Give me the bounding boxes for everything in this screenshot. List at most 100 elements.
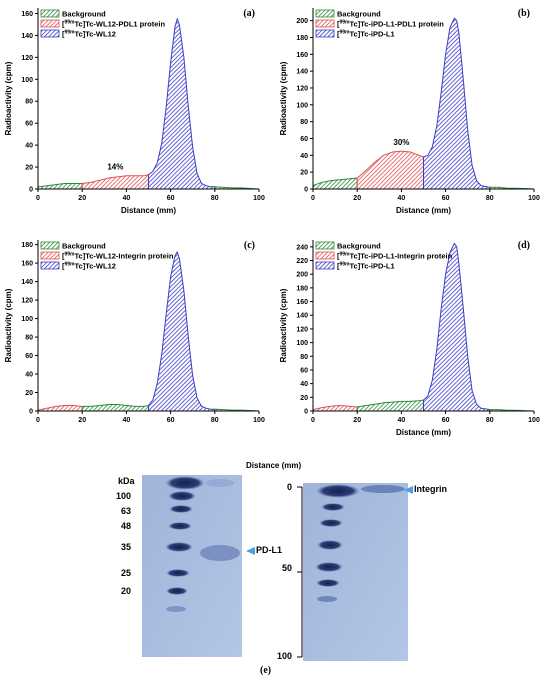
marker-label: 100 [116, 491, 132, 501]
integrin-label: Integrin [414, 484, 447, 494]
y-tick-label: 60 [25, 353, 33, 360]
pdl1-blot-image [142, 475, 242, 657]
legend-swatch [315, 241, 335, 250]
y-tick-label: 80 [25, 99, 33, 106]
y-tick-label: 40 [300, 153, 308, 160]
x-tick-label: 40 [123, 195, 131, 202]
legend-entry: [99mTc]Tc-WL12-PDL1 protein [62, 20, 165, 29]
legend-entry: [99mTc]Tc-iPD-L1 [337, 262, 395, 271]
x-tick-label: 100 [528, 417, 540, 424]
marker-band [317, 596, 337, 602]
legend-swatch [315, 261, 335, 270]
marker-band [165, 476, 205, 490]
y-axis-title: Radioactivity (cpm) [4, 288, 13, 362]
y-axis-title: Radioactivity (cpm) [4, 61, 13, 135]
area-region [312, 177, 358, 190]
y-tick-label: 140 [21, 33, 33, 40]
blot-membrane [142, 475, 242, 657]
y-tick-label: 0 [29, 187, 33, 194]
marker-band [317, 540, 343, 550]
y-tick-label: 100 [296, 340, 308, 347]
x-tick-label: 20 [353, 417, 361, 424]
y-tick-label: 0 [304, 187, 308, 194]
x-tick-label: 60 [167, 417, 175, 424]
legend-entry: [99mTc]Tc-iPD-L1-Integrin protein [337, 252, 453, 261]
area-region [423, 17, 491, 190]
y-tick-label: 20 [25, 390, 33, 397]
x-tick-label: 40 [123, 417, 131, 424]
legend-entry: [99mTc]Tc-WL12 [62, 30, 116, 39]
y-tick-label: 180 [296, 285, 308, 292]
pdl1-band [200, 545, 240, 561]
percent-annotation: 14% [107, 162, 123, 171]
panel-tag: (b) [518, 8, 530, 19]
area-region [37, 183, 83, 190]
x-tick-label: 60 [167, 195, 175, 202]
x-tick-label: 40 [398, 195, 406, 202]
y-tick-label: 0 [29, 409, 33, 416]
marker-band [321, 503, 345, 511]
distance-tick-label: 50 [282, 563, 293, 573]
legend-swatch [40, 9, 60, 18]
x-axis-title: Distance (mm) [396, 206, 451, 215]
x-tick-label: 0 [311, 195, 315, 202]
legend-swatch [315, 251, 335, 260]
smear [206, 479, 234, 487]
x-tick-label: 80 [211, 195, 219, 202]
area-region [148, 17, 216, 190]
marker-band [165, 542, 193, 552]
blot-distance-title: Distance (mm) [246, 461, 302, 470]
y-tick-label: 40 [25, 372, 33, 379]
x-tick-label: 80 [486, 195, 494, 202]
y-tick-label: 160 [21, 11, 33, 18]
marker-label: 20 [121, 586, 132, 596]
x-axis-title: Distance (mm) [121, 206, 176, 215]
y-tick-label: 160 [296, 52, 308, 59]
legend-entry: [99mTc]Tc-WL12 [62, 262, 116, 271]
legend-swatch [40, 29, 60, 38]
distance-axis [297, 486, 303, 658]
legend-swatch [40, 19, 60, 28]
y-tick-label: 60 [300, 136, 308, 143]
x-tick-label: 0 [311, 417, 315, 424]
y-tick-label: 20 [300, 395, 308, 402]
chart-panel-d: 0 20 40 60 80 100 0 20 40 60 80 100 120 140 160 180 200 2… [275, 232, 550, 447]
x-tick-label: 20 [353, 195, 361, 202]
y-tick-label: 200 [296, 18, 308, 25]
x-tick-label: 0 [36, 195, 40, 202]
y-tick-label: 160 [21, 261, 33, 268]
chart-panel-b: 0 20 40 60 80 100 0 20 40 60 80 100 120 140 160 180 200 D… [275, 0, 550, 225]
y-tick-label: 20 [300, 170, 308, 177]
y-tick-label: 80 [300, 119, 308, 126]
legend-entry: [99mTc]Tc-iPD-L1-PDL1 protein [337, 20, 444, 29]
y-tick-label: 120 [21, 55, 33, 62]
marker-band [166, 569, 190, 577]
distance-tick-label: 100 [277, 651, 293, 661]
integrin-band [361, 485, 405, 493]
legend-entry: Background [337, 10, 381, 19]
marker-label: 48 [121, 521, 132, 531]
integrin-arrow-icon [404, 486, 413, 494]
marker-band [319, 519, 343, 527]
y-tick-label: 200 [296, 272, 308, 279]
x-tick-label: 40 [398, 417, 406, 424]
marker-band [169, 505, 193, 513]
y-tick-label: 140 [296, 313, 308, 320]
marker-band [166, 606, 186, 612]
y-tick-label: 160 [296, 299, 308, 306]
x-tick-label: 60 [442, 417, 450, 424]
x-tick-label: 60 [442, 195, 450, 202]
y-tick-label: 60 [25, 121, 33, 128]
legend-entry: Background [62, 242, 106, 251]
y-tick-label: 140 [21, 279, 33, 286]
legend-entry: [99mTc]Tc-iPD-L1 [337, 30, 395, 39]
pdl1-label: PD-L1 [256, 545, 283, 555]
legend-swatch [315, 9, 335, 18]
marker-band [166, 587, 188, 595]
y-axis-title: Radioactivity (cpm) [279, 61, 288, 135]
y-tick-label: 180 [296, 35, 308, 42]
y-axis-title: Radioactivity (cpm) [279, 288, 288, 362]
pdl1-arrow-icon [246, 547, 255, 555]
chart-d: 0 20 40 60 80 100 0 20 40 60 80 100 120 140 160 180 200 2… [279, 240, 540, 437]
area-region [356, 399, 424, 412]
